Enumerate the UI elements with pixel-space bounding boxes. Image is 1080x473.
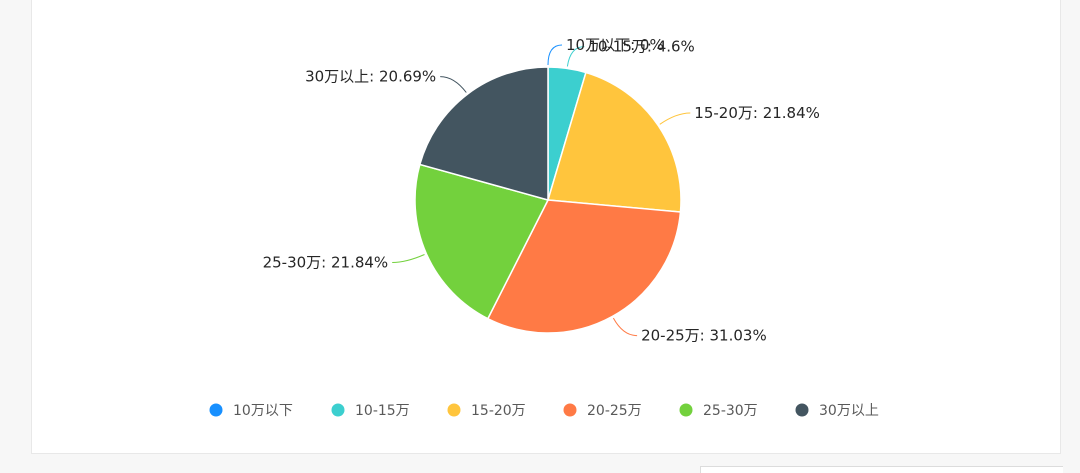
legend-label: 15-20万 <box>471 403 526 419</box>
slice-label: 10-15万: 4.6% <box>588 38 695 56</box>
leader-line <box>566 46 585 67</box>
legend-marker <box>679 403 693 417</box>
pagination-strip <box>700 466 1063 473</box>
pie-slice[interactable] <box>547 71 682 213</box>
slice-label: 25-30万: 21.84% <box>263 254 389 272</box>
slice-label: 30万以上: 20.69% <box>305 68 436 86</box>
legend-marker <box>209 403 223 417</box>
legend-item[interactable]: 25-30万 <box>679 403 758 419</box>
legend-item[interactable]: 10-15万 <box>331 403 410 419</box>
slice-label: 20-25万: 31.03% <box>641 327 767 345</box>
legend-item[interactable]: 30万以上 <box>795 403 879 419</box>
leader-line <box>659 112 691 125</box>
legend-label: 25-30万 <box>703 403 758 419</box>
legend-label: 20-25万 <box>587 403 642 419</box>
pie-slice[interactable] <box>486 199 682 334</box>
pie-slice[interactable] <box>414 163 550 320</box>
leader-line <box>547 44 563 66</box>
legend-label: 10-15万 <box>355 403 410 419</box>
legend: 10万以下 10-15万 15-20万 20-25万 25-30万 30万以上 <box>209 403 879 419</box>
legend-marker <box>795 403 809 417</box>
slice-label: 15-20万: 21.84% <box>694 104 820 122</box>
legend-marker <box>563 403 577 417</box>
legend-marker <box>331 403 345 417</box>
legend-marker <box>447 403 461 417</box>
legend-item[interactable]: 15-20万 <box>447 403 526 419</box>
legend-item[interactable]: 10万以下 <box>209 403 293 419</box>
slice-label: 10万以下: 0% <box>566 36 664 54</box>
leader-lines <box>392 44 691 337</box>
pie-slices <box>414 66 682 334</box>
leader-line <box>440 76 467 93</box>
slice-labels: 10万以下: 0%10-15万: 4.6% 15-20万: 21.84% 20-25… <box>263 36 820 345</box>
leader-line <box>392 254 425 263</box>
pie-slice[interactable] <box>418 66 549 201</box>
legend-label: 30万以上 <box>819 403 879 419</box>
leader-line <box>612 317 638 337</box>
legend-label: 10万以下 <box>233 403 293 419</box>
legend-item[interactable]: 20-25万 <box>563 403 642 419</box>
